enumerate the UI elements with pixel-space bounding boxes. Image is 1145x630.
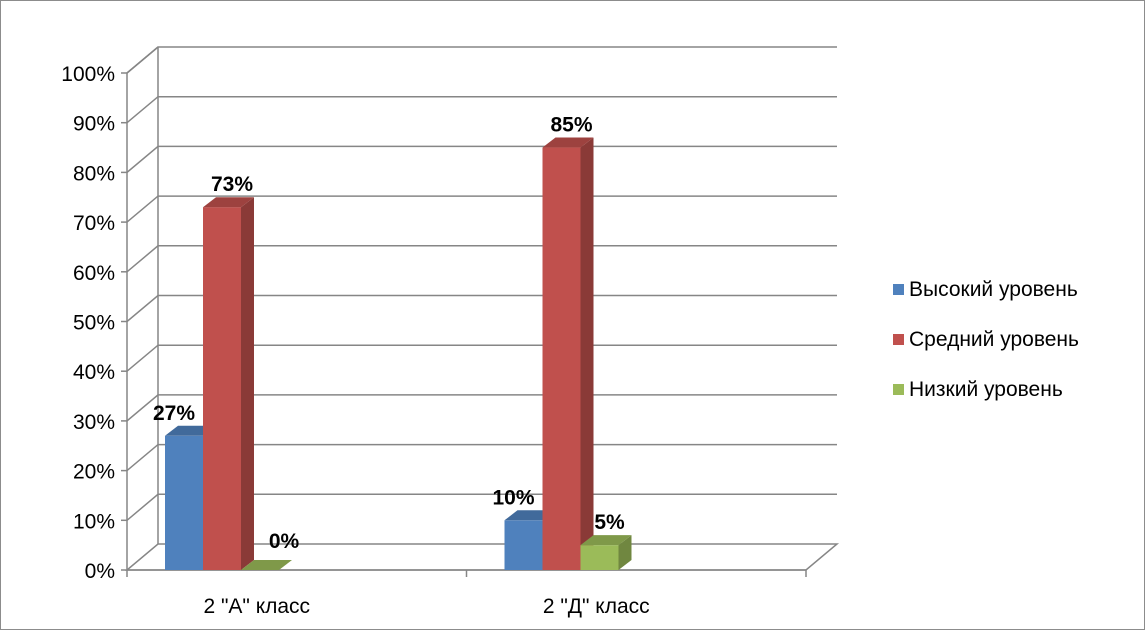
bar-side xyxy=(580,137,594,571)
gridline xyxy=(126,344,837,372)
legend-swatch-low xyxy=(893,383,904,395)
data-labels: 27% 10% 73% 85% 0% 5% xyxy=(153,114,625,553)
bar-front xyxy=(542,147,581,571)
x-category-label: 2 "А" класс xyxy=(203,595,310,618)
gridline xyxy=(126,95,837,124)
y-tick-label: 70% xyxy=(73,212,115,235)
bar-front xyxy=(203,207,241,570)
bar-top xyxy=(580,535,632,546)
gridline xyxy=(126,294,837,323)
bar xyxy=(542,137,594,571)
data-label: 10% xyxy=(492,486,534,509)
bar-top xyxy=(203,197,254,208)
bar-front xyxy=(504,520,543,570)
data-label: 0% xyxy=(269,530,300,553)
bar-side xyxy=(241,197,254,570)
y-tick-label: 0% xyxy=(85,560,115,583)
data-label: 27% xyxy=(153,402,195,425)
bar xyxy=(203,197,254,570)
gridline xyxy=(126,245,837,273)
legend-label-high: Высокий уровень xyxy=(909,277,1078,301)
legend-label-medium: Средний уровень xyxy=(909,327,1079,351)
data-label: 85% xyxy=(550,114,592,137)
x-category-label: 2 "Д" класс xyxy=(543,595,650,618)
legend-swatch-medium xyxy=(893,333,904,345)
y-tick-label: 80% xyxy=(73,162,115,185)
bar-front xyxy=(165,435,203,570)
bar-side xyxy=(618,535,632,570)
y-tick-label: 90% xyxy=(73,113,115,136)
bar xyxy=(241,560,292,570)
bar-top xyxy=(241,560,292,570)
gridline xyxy=(126,195,837,223)
legend-item-high: Высокий уровень xyxy=(893,264,1079,314)
y-tick-label: 100% xyxy=(61,63,115,86)
bars xyxy=(165,137,632,571)
y-tick-label: 30% xyxy=(73,411,115,434)
legend-swatch-high xyxy=(893,283,904,295)
gridline xyxy=(126,394,837,422)
data-label: 5% xyxy=(594,511,625,534)
y-tick-label: 50% xyxy=(73,312,115,335)
bar xyxy=(580,535,632,570)
y-axis-ticks: 0% 10% 20% 30% 40% 50% 60% 70% 80% 90% 100% xyxy=(61,63,127,583)
y-tick-label: 40% xyxy=(73,361,115,384)
legend: Высокий уровень Средний уровень Низкий у… xyxy=(893,264,1079,414)
gridline xyxy=(126,443,837,472)
bar-front xyxy=(580,545,619,570)
bar-top xyxy=(542,137,594,148)
data-label: 73% xyxy=(211,173,253,196)
gridline xyxy=(126,145,837,173)
legend-item-medium: Средний уровень xyxy=(893,314,1079,364)
y-tick-label: 20% xyxy=(73,461,115,484)
gridline xyxy=(126,46,837,74)
legend-label-low: Низкий уровень xyxy=(909,377,1063,401)
legend-item-low: Низкий уровень xyxy=(893,364,1079,414)
gridline xyxy=(126,493,837,521)
y-tick-label: 10% xyxy=(73,510,115,533)
gridlines xyxy=(126,46,837,521)
x-axis-categories: 2 "А" класс 2 "Д" класс xyxy=(126,570,807,618)
y-tick-label: 60% xyxy=(73,262,115,285)
